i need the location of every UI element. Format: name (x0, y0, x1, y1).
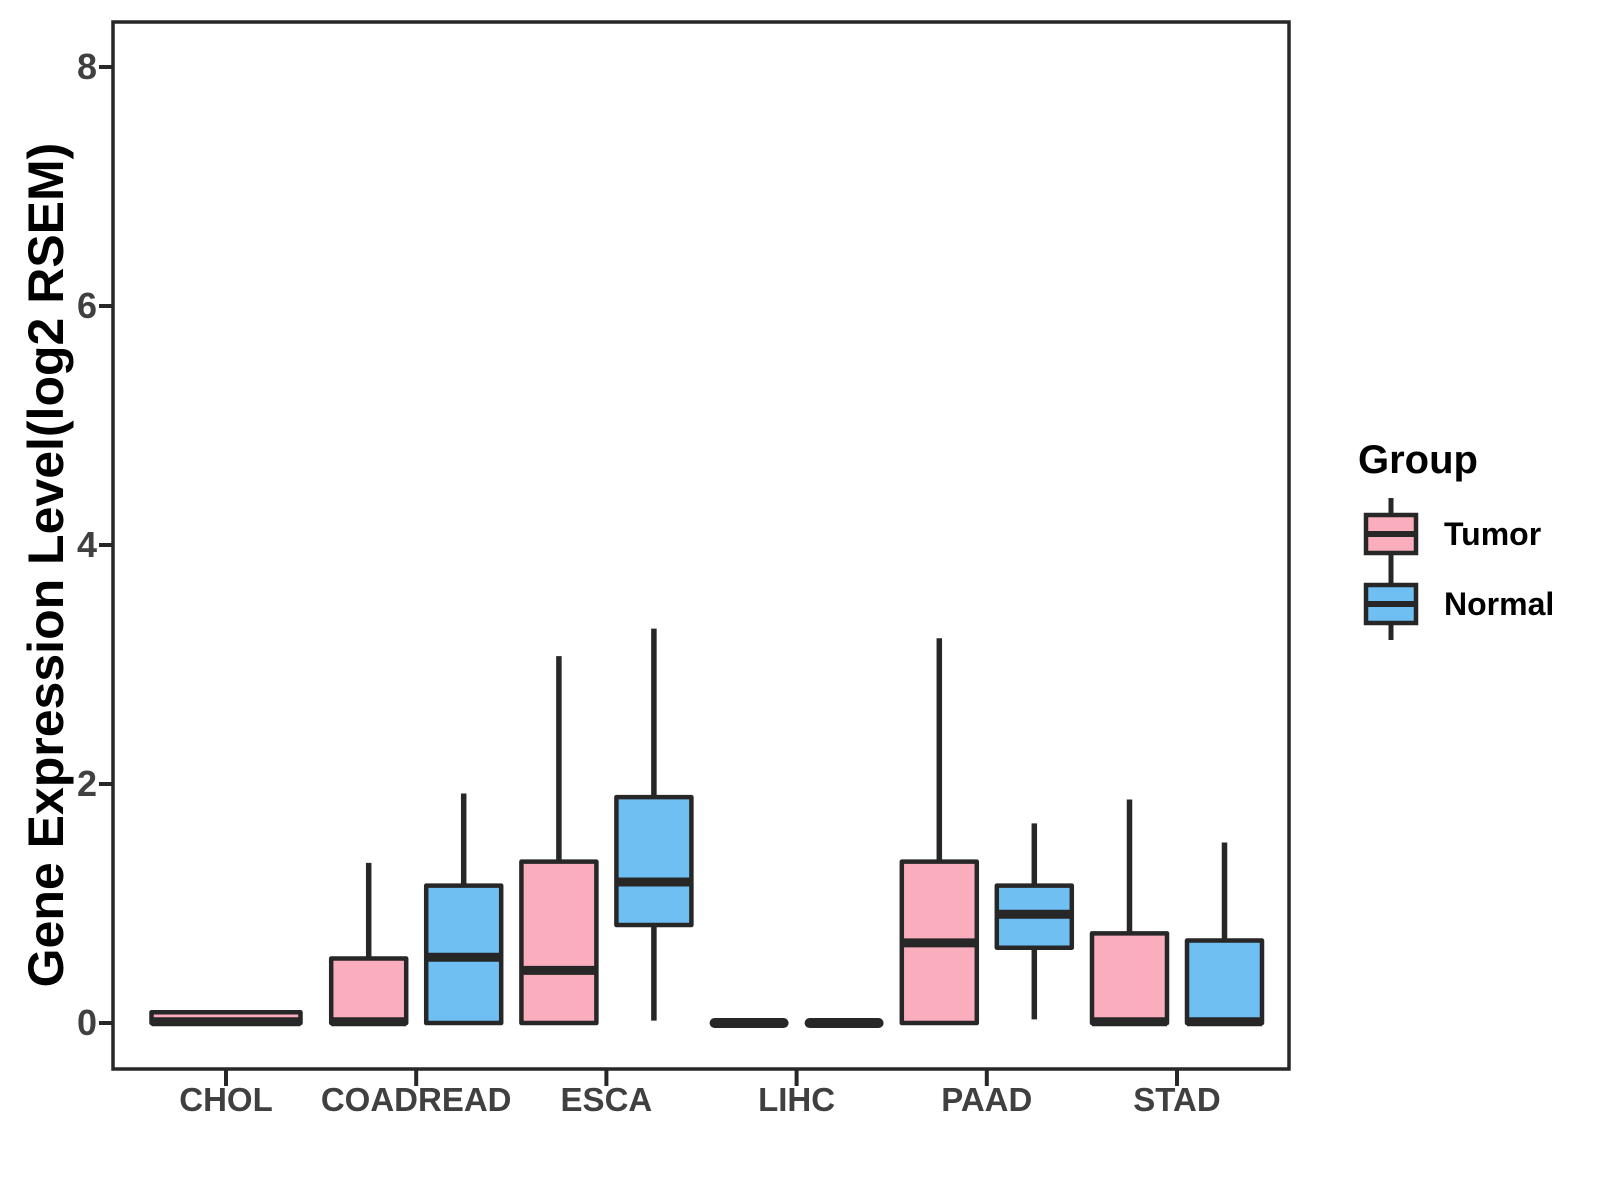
boxplot-key-icon-normal (1363, 568, 1419, 640)
y-tick-label: 6 (76, 285, 97, 326)
y-tick-label: 0 (76, 1002, 97, 1043)
legend-label-normal: Normal (1444, 585, 1555, 622)
x-tick-label-chol: CHOL (179, 1081, 273, 1118)
y-tick-label: 4 (76, 524, 97, 565)
y-tick-label: 8 (76, 46, 97, 87)
x-tick-label-esca: ESCA (560, 1081, 653, 1118)
legend-items: Tumor Normal (1358, 498, 1593, 640)
panel-border (111, 20, 1291, 1071)
x-tick-label-lihc: LIHC (758, 1081, 836, 1118)
x-tick-label-paad: PAAD (941, 1081, 1033, 1118)
legend-title: Group (1358, 438, 1478, 482)
y-tick-label: 2 (76, 763, 97, 804)
boxplot-key-icon-tumor (1363, 498, 1419, 570)
box-normal-esca (614, 794, 694, 928)
box-tumor-stad (1089, 931, 1170, 1026)
x-tick-label-coadread: COADREAD (320, 1081, 512, 1118)
x-tick-label-stad: STAD (1133, 1081, 1221, 1118)
box-tumor-coadread (328, 956, 409, 1026)
legend-item-normal: Normal (1358, 568, 1593, 640)
legend-item-tumor: Tumor (1358, 498, 1593, 570)
legend: Group Tumor Normal (1358, 438, 1593, 640)
box-tumor-esca (519, 859, 599, 1026)
box-normal-stad (1184, 938, 1265, 1026)
legend-label-tumor: Tumor (1444, 515, 1542, 552)
